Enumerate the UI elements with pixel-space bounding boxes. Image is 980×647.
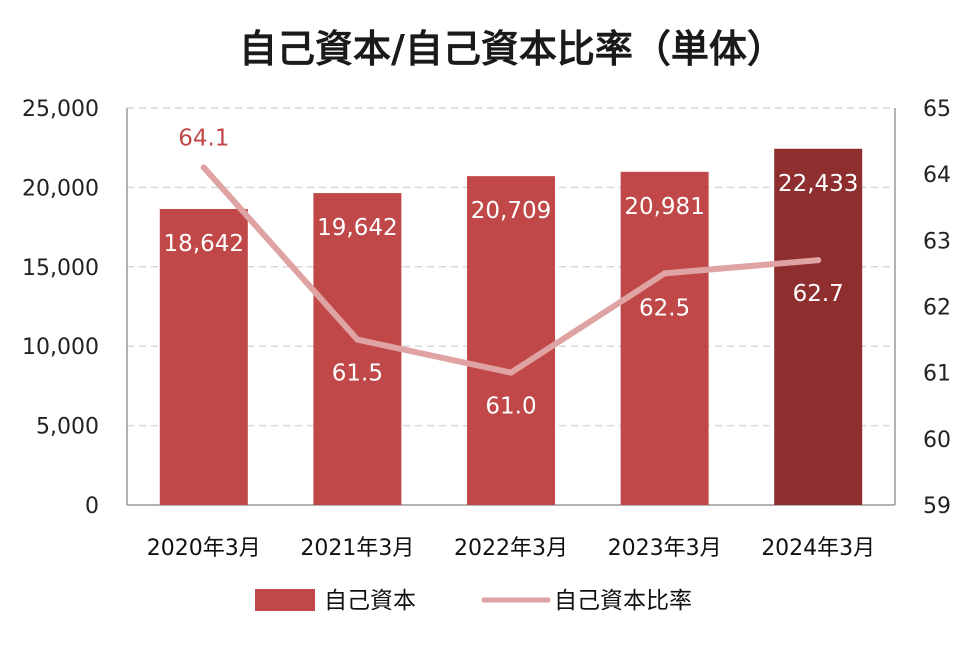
ratio-point: [200, 164, 207, 171]
bar: [159, 208, 248, 506]
right-axis-tick-label: 61: [923, 362, 951, 387]
line-layer: [200, 164, 822, 376]
left-axis-tick-label: 0: [85, 494, 99, 519]
ratio-value-label: 62.7: [793, 281, 844, 307]
bar: [467, 176, 555, 505]
left-axis-tick-label: 20,000: [22, 176, 99, 201]
ratio-value-label: 61.0: [485, 394, 536, 420]
right-axis-tick-label: 62: [923, 296, 951, 321]
legend-line-label: 自己資本比率: [554, 588, 692, 614]
chart-title: 自己資本/自己資本比率（単体）: [239, 27, 785, 71]
ratio-point: [815, 257, 822, 264]
bar-value-label: 20,981: [624, 194, 704, 220]
legend-bar-swatch: [255, 589, 315, 611]
bar: [313, 193, 402, 506]
category-label: 2022年3月: [454, 536, 568, 561]
ratio-point: [354, 336, 361, 343]
left-axis-tick-label: 5,000: [36, 415, 99, 440]
legend: 自己資本 自己資本比率: [255, 588, 692, 614]
ratio-value-label: 64.1: [178, 126, 229, 152]
ratio-value-label: 61.5: [332, 361, 383, 387]
bar: [620, 171, 709, 505]
bar-value-label: 22,433: [778, 171, 858, 197]
bar-value-label: 20,709: [471, 198, 551, 224]
legend-bar-label: 自己資本: [324, 588, 416, 614]
ratio-point: [508, 369, 514, 376]
right-axis-tick-label: 65: [923, 97, 951, 122]
bar-value-label: 18,642: [164, 231, 244, 257]
labels-layer: 18,642 19,642 20,709 20,981 22,433 64.1 61.5 61…: [164, 126, 859, 420]
bar-value-label: 19,642: [317, 215, 397, 241]
right-axis-tick-label: 64: [923, 163, 951, 188]
category-label: 2021年3月: [300, 536, 414, 561]
right-axis-tick-label: 59: [923, 494, 951, 519]
right-axis-tick-label: 63: [923, 229, 951, 254]
left-axis-tick-label: 25,000: [22, 97, 99, 122]
category-label: 2024年3月: [761, 536, 875, 561]
ratio-point: [661, 270, 668, 277]
left-axis-tick-label: 15,000: [22, 256, 99, 281]
ratio-value-label: 62.5: [639, 295, 690, 321]
axes-layer: 0 5,000 10,000 15,000 20,000 25,000 59 60 61 62 63…: [22, 97, 951, 561]
category-label: 2023年3月: [608, 536, 722, 561]
right-axis-tick-label: 60: [923, 428, 951, 453]
bars-layer: [159, 148, 863, 506]
category-label: 2020年3月: [147, 536, 261, 561]
left-axis-tick-label: 10,000: [22, 335, 99, 360]
bar: [774, 148, 863, 505]
